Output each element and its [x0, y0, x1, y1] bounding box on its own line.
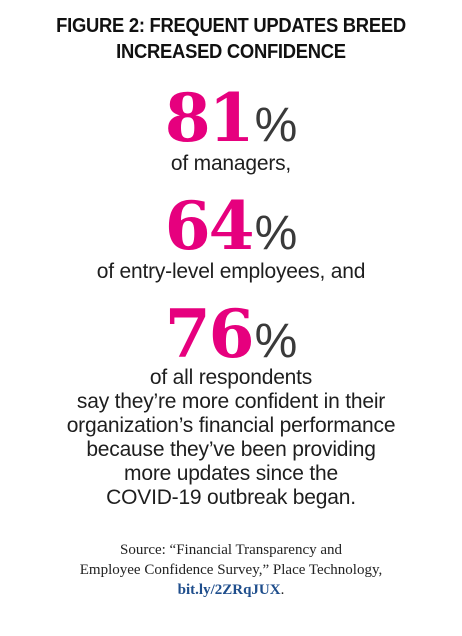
body-line: COVID-19 outbreak began.: [106, 486, 356, 509]
body-line: say they’re more confident in their: [76, 390, 386, 413]
stat-entry-level: 64%: [0, 188, 462, 283]
source-link[interactable]: bit.ly/2ZRqJUX: [177, 582, 281, 598]
body-line: more updates since the: [124, 462, 338, 485]
source-line-1: Source: “Financial Transparency and: [119, 542, 343, 558]
figure-title-line-2: INCREASED CONFIDENCE: [116, 41, 346, 63]
figure-title-line-1: FIGURE 2: FREQUENT UPDATES BREED: [56, 15, 406, 37]
stat-managers: 81%: [0, 80, 462, 175]
body-line: organization’s financial performance: [66, 414, 396, 437]
stat-caption: of all respondents: [149, 366, 313, 389]
stat-value: 64: [164, 187, 255, 265]
stat-caption: of entry-level employees, and: [96, 260, 366, 283]
stat-value: 81: [164, 79, 255, 157]
stat-all-respondents: 76%: [0, 296, 462, 391]
stat-value: 76: [164, 295, 255, 373]
stat-caption: of managers,: [170, 152, 292, 175]
source-line-3: bit.ly/2ZRqJUX.: [0, 580, 462, 600]
body-line: because they’ve been providing: [86, 438, 376, 461]
percent-sign: %: [254, 99, 298, 152]
source-line-2: Employee Confidence Survey,” Place Techn…: [79, 562, 383, 578]
percent-sign: %: [254, 207, 298, 260]
percent-sign: %: [254, 315, 298, 368]
source-link-period: .: [280, 582, 285, 598]
